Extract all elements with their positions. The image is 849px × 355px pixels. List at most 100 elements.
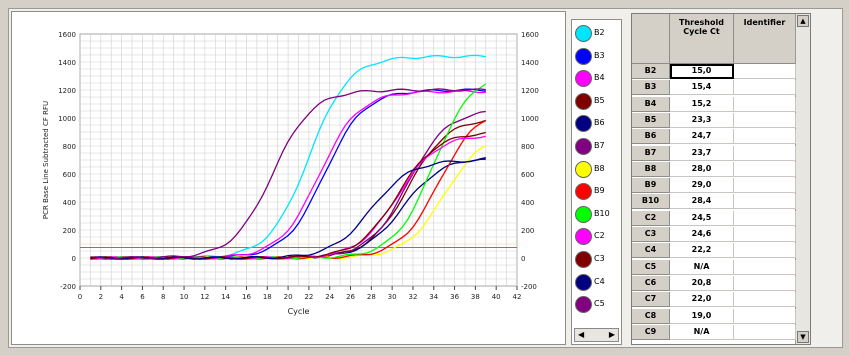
ct-value-cell[interactable]: 23,7 bbox=[670, 145, 734, 161]
scroll-down-button[interactable]: ▼ bbox=[797, 331, 809, 343]
y-tick-label-left: -200 bbox=[60, 283, 76, 291]
identifier-cell[interactable] bbox=[734, 275, 796, 291]
ct-value-cell[interactable]: 23,3 bbox=[670, 112, 734, 128]
legend-item-b7[interactable]: B7 bbox=[574, 137, 620, 159]
table-row[interactable]: C5 N/A bbox=[632, 259, 810, 275]
legend-item-c3[interactable]: C3 bbox=[574, 250, 620, 272]
well-label[interactable]: C9 bbox=[632, 324, 670, 340]
well-label[interactable]: C5 bbox=[632, 259, 670, 275]
table-row[interactable]: C7 22,0 bbox=[632, 292, 810, 308]
well-label[interactable]: C4 bbox=[632, 243, 670, 259]
legend-item-b6[interactable]: B6 bbox=[574, 114, 620, 136]
scroll-up-button[interactable]: ▲ bbox=[797, 15, 809, 27]
y-axis-label: PCR Base Line Subtracted CF RFU bbox=[42, 101, 50, 219]
legend-color-swatch bbox=[575, 296, 592, 314]
table-row[interactable]: B7 23,7 bbox=[632, 145, 810, 161]
table-scrollbar[interactable]: ▲ ▼ bbox=[795, 14, 810, 344]
identifier-cell[interactable] bbox=[734, 64, 796, 79]
table-row[interactable]: B10 28,4 bbox=[632, 194, 810, 210]
well-label[interactable]: B2 bbox=[632, 64, 670, 79]
ct-value-cell[interactable]: N/A bbox=[670, 324, 734, 340]
legend-scrollbar[interactable]: ◀ ▶ bbox=[574, 328, 619, 342]
legend-label: B6 bbox=[594, 118, 605, 128]
table-row[interactable]: B3 15,4 bbox=[632, 80, 810, 96]
legend-item-c5[interactable]: C5 bbox=[574, 295, 620, 317]
legend-color-swatch bbox=[575, 92, 592, 110]
ct-value-cell[interactable]: N/A bbox=[670, 259, 734, 275]
table-row[interactable]: C3 24,6 bbox=[632, 227, 810, 242]
ct-value-cell[interactable]: 20,8 bbox=[670, 275, 734, 291]
table-row[interactable]: B8 28,0 bbox=[632, 161, 810, 177]
ct-value-cell[interactable]: 24,7 bbox=[670, 129, 734, 145]
ct-value-cell[interactable]: 22,2 bbox=[670, 243, 734, 259]
well-label[interactable]: B8 bbox=[632, 161, 670, 177]
legend-scroll-left-button[interactable]: ◀ bbox=[578, 330, 585, 339]
legend-item-b5[interactable]: B5 bbox=[574, 92, 620, 114]
table-row[interactable]: B5 23,3 bbox=[632, 112, 810, 128]
well-label[interactable]: B5 bbox=[632, 112, 670, 128]
legend-item-b9[interactable]: B9 bbox=[574, 182, 620, 204]
legend-item-c4[interactable]: C4 bbox=[574, 273, 620, 295]
table-row[interactable]: B2 15,0 bbox=[632, 64, 810, 79]
identifier-cell[interactable] bbox=[734, 112, 796, 128]
well-label[interactable]: C3 bbox=[632, 227, 670, 242]
ct-value-cell[interactable]: 15,4 bbox=[670, 80, 734, 96]
x-tick-label: 32 bbox=[408, 293, 417, 301]
y-tick-label-right: -200 bbox=[521, 283, 537, 291]
y-tick-label-right: 1000 bbox=[521, 115, 539, 123]
identifier-cell[interactable] bbox=[734, 292, 796, 308]
ct-value-cell[interactable]: 28,4 bbox=[670, 194, 734, 210]
legend-item-b2[interactable]: B2 bbox=[574, 24, 620, 46]
identifier-cell[interactable] bbox=[734, 96, 796, 112]
well-label[interactable]: C8 bbox=[632, 308, 670, 324]
ct-value-cell[interactable]: 24,6 bbox=[670, 227, 734, 242]
legend-item-b8[interactable]: B8 bbox=[574, 160, 620, 182]
well-label[interactable]: B10 bbox=[632, 194, 670, 210]
ct-value-cell[interactable]: 24,5 bbox=[670, 210, 734, 226]
well-label[interactable]: C7 bbox=[632, 292, 670, 308]
y-tick-label-left: 800 bbox=[63, 143, 76, 151]
table-row[interactable]: C4 22,2 bbox=[632, 243, 810, 259]
legend-item-b10[interactable]: B10 bbox=[574, 205, 620, 227]
ct-value-cell[interactable]: 22,0 bbox=[670, 292, 734, 308]
ct-value-cell[interactable]: 15,2 bbox=[670, 96, 734, 112]
identifier-cell[interactable] bbox=[734, 324, 796, 340]
table-row[interactable]: B6 24,7 bbox=[632, 129, 810, 145]
identifier-cell[interactable] bbox=[734, 161, 796, 177]
identifier-cell[interactable] bbox=[734, 145, 796, 161]
well-label[interactable]: B6 bbox=[632, 129, 670, 145]
table-row[interactable]: C9 N/A bbox=[632, 324, 810, 340]
y-tick-label-left: 1400 bbox=[58, 59, 76, 67]
identifier-header[interactable]: Identifier bbox=[734, 14, 796, 64]
x-tick-label: 38 bbox=[471, 293, 480, 301]
well-label[interactable]: C2 bbox=[632, 210, 670, 226]
identifier-cell[interactable] bbox=[734, 308, 796, 324]
legend-item-b3[interactable]: B3 bbox=[574, 47, 620, 69]
table-row[interactable]: C2 24,5 bbox=[632, 210, 810, 226]
table-row[interactable]: B4 15,2 bbox=[632, 96, 810, 112]
identifier-cell[interactable] bbox=[734, 227, 796, 242]
well-label[interactable]: C6 bbox=[632, 275, 670, 291]
ct-value-cell[interactable]: 29,0 bbox=[670, 178, 734, 194]
identifier-cell[interactable] bbox=[734, 194, 796, 210]
identifier-cell[interactable] bbox=[734, 129, 796, 145]
well-label[interactable]: B9 bbox=[632, 178, 670, 194]
well-label[interactable]: B7 bbox=[632, 145, 670, 161]
identifier-cell[interactable] bbox=[734, 80, 796, 96]
threshold-cycle-header[interactable]: Threshold Cycle Ct bbox=[670, 14, 734, 64]
identifier-cell[interactable] bbox=[734, 178, 796, 194]
legend-item-b4[interactable]: B4 bbox=[574, 69, 620, 91]
table-row[interactable]: C8 19,0 bbox=[632, 308, 810, 324]
ct-value-cell[interactable]: 28,0 bbox=[670, 161, 734, 177]
identifier-cell[interactable] bbox=[734, 259, 796, 275]
legend-scroll-right-button[interactable]: ▶ bbox=[608, 330, 615, 339]
identifier-cell[interactable] bbox=[734, 210, 796, 226]
well-label[interactable]: B3 bbox=[632, 80, 670, 96]
ct-value-cell[interactable]: 15,0 bbox=[670, 64, 734, 79]
ct-value-cell[interactable]: 19,0 bbox=[670, 308, 734, 324]
well-label[interactable]: B4 bbox=[632, 96, 670, 112]
table-row[interactable]: B9 29,0 bbox=[632, 178, 810, 194]
identifier-cell[interactable] bbox=[734, 243, 796, 259]
table-row[interactable]: C6 20,8 bbox=[632, 275, 810, 291]
legend-item-c2[interactable]: C2 bbox=[574, 227, 620, 249]
